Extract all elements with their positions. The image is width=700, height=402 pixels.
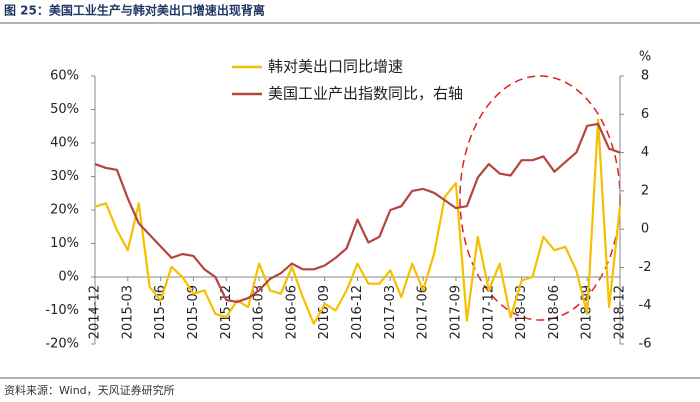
y2-tick-label: 4 <box>641 145 649 160</box>
x-tick-label: 2015-12 <box>219 285 234 339</box>
highlight-ellipse <box>459 75 621 321</box>
x-tick-label: 2016-06 <box>284 285 299 339</box>
x-tick-label: 2018-12 <box>613 285 628 339</box>
x-tick-label: 2016-03 <box>252 285 267 339</box>
x-tick-label: 2015-06 <box>153 285 168 339</box>
series-line <box>94 122 621 303</box>
y-tick-label: 60% <box>50 69 79 84</box>
y2-tick-label: -2 <box>639 260 652 275</box>
legend-label: 韩对美出口同比增速 <box>268 58 403 76</box>
y2-tick-label: 6 <box>641 107 649 122</box>
x-tick-label: 2017-03 <box>383 285 398 339</box>
y2-unit: % <box>639 50 651 65</box>
y-tick-label: 20% <box>50 203 79 218</box>
source: 资料来源：Wind，天风证券研究所 <box>4 383 175 397</box>
x-tick-label: 2014-12 <box>88 285 103 339</box>
series-line <box>94 118 622 325</box>
y-tick-label: 50% <box>50 102 79 117</box>
y-tick-label: 40% <box>50 136 79 151</box>
x-tick-label: 2015-09 <box>186 285 201 339</box>
x-tick-label: 2016-12 <box>350 285 365 339</box>
y2-tick-label: 0 <box>641 222 649 237</box>
x-tick-label: 2017-06 <box>416 285 431 339</box>
x-tick-label: 2016-09 <box>317 285 332 339</box>
x-tick-label: 2018-03 <box>514 285 529 339</box>
legend-label: 美国工业产出指数同比，右轴 <box>268 85 463 103</box>
y-tick-label: -20% <box>45 337 79 352</box>
y2-tick-label: -6 <box>639 337 652 352</box>
y-tick-label: 10% <box>50 236 79 251</box>
x-tick-label: 2017-12 <box>481 285 496 339</box>
x-tick-label: 2015-03 <box>120 285 135 339</box>
y2-tick-label: 2 <box>641 183 649 198</box>
x-tick-label: 2018-06 <box>547 285 562 339</box>
chart-title: 图 25：美国工业生产与韩对美出口增速出现背离 <box>4 3 265 18</box>
y2-tick-label: -4 <box>639 298 652 313</box>
y-tick-label: 30% <box>50 169 79 184</box>
y-tick-label: 0% <box>58 270 79 285</box>
x-tick-label: 2017-09 <box>448 285 463 339</box>
y2-tick-label: 8 <box>641 69 649 84</box>
y-tick-label: -10% <box>45 303 79 318</box>
